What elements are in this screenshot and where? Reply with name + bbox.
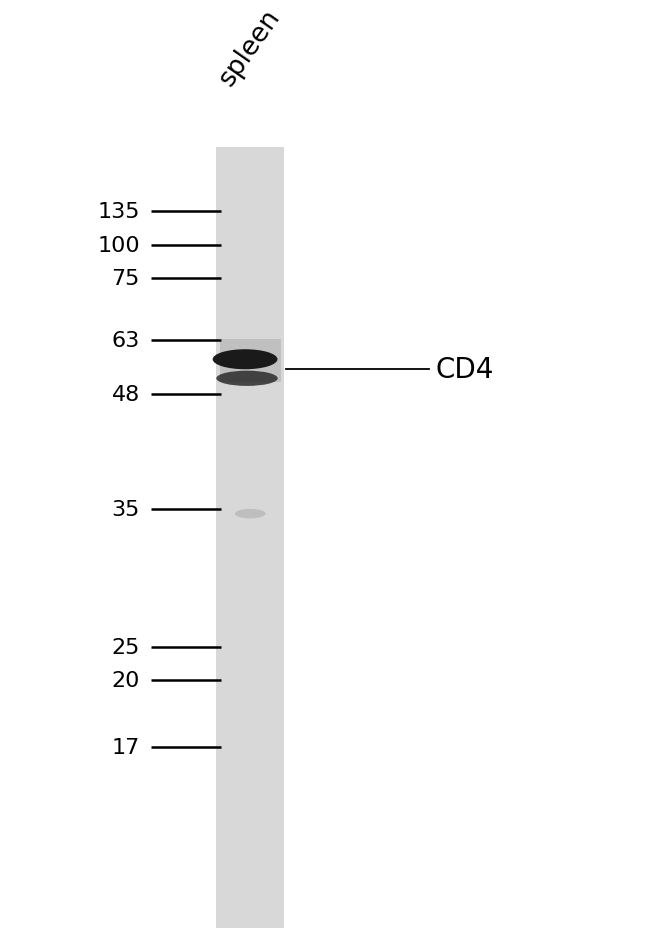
Text: 48: 48	[112, 386, 140, 405]
Ellipse shape	[213, 350, 278, 369]
Bar	[216, 148, 285, 928]
Text: 63: 63	[112, 331, 140, 350]
Text: 20: 20	[111, 671, 140, 690]
Text: 17: 17	[112, 738, 140, 757]
Text: 75: 75	[111, 269, 140, 288]
Text: 25: 25	[111, 638, 140, 657]
Bar	[220, 340, 281, 383]
Ellipse shape	[216, 371, 278, 387]
Text: 100: 100	[97, 236, 140, 255]
Text: 35: 35	[111, 500, 140, 519]
Text: 135: 135	[98, 202, 140, 221]
Ellipse shape	[235, 509, 266, 519]
Text: CD4: CD4	[436, 355, 494, 384]
Text: spleen: spleen	[214, 4, 286, 90]
